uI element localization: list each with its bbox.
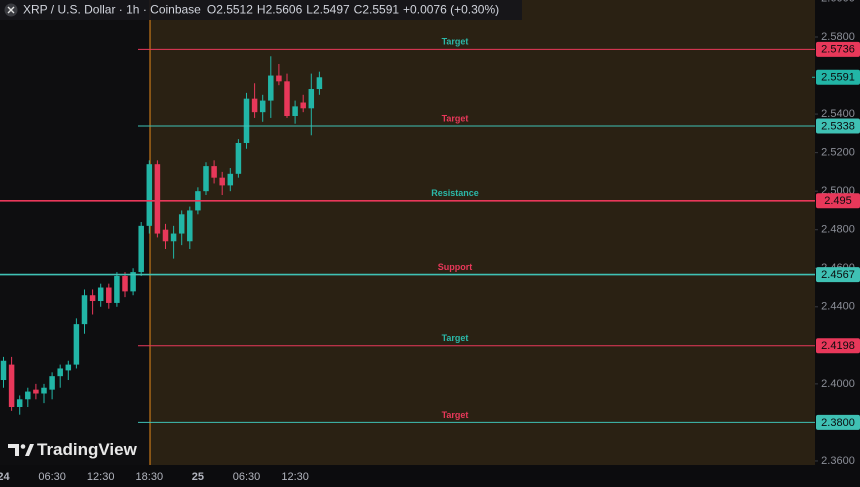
- candle-body: [146, 164, 153, 226]
- candle-body: [8, 364, 15, 407]
- close-icon-x: [7, 6, 15, 14]
- candle-body: [33, 389, 39, 394]
- candle-body: [122, 275, 128, 292]
- candle-body: [114, 275, 120, 303]
- open-label: O: [207, 3, 216, 17]
- candle-body: [89, 295, 96, 302]
- y-tick-label: 2.4000: [821, 378, 855, 390]
- candle-body: [16, 399, 23, 407]
- price-tag-label: 2.495: [824, 195, 852, 207]
- overlay: Target 2.5736 Target 2.5338 Resistance 2.495 S…: [0, 37, 860, 430]
- level-label: Target: [442, 37, 469, 47]
- candle-body: [154, 164, 161, 234]
- candle-body: [178, 214, 185, 234]
- candle-body: [170, 233, 177, 242]
- candle-body: [268, 75, 274, 101]
- last-price-label: 2.5591: [821, 72, 855, 84]
- y-tick-label: 2.4800: [821, 224, 855, 236]
- symbol-title: XRP / U.S. Dollar · 1h · Coinbase: [23, 3, 201, 17]
- level-label: Resistance: [431, 188, 479, 198]
- x-tick-label: 24: [0, 471, 10, 483]
- candle-body: [227, 173, 234, 186]
- y-tick-label: 2.5800: [821, 31, 855, 43]
- header-bar: [0, 0, 522, 20]
- low-label: L: [306, 3, 313, 17]
- high-value: 2.5606: [266, 3, 303, 17]
- y-tick-label: 2.3600: [821, 455, 855, 467]
- level-label: Target: [442, 410, 469, 420]
- level-label: Support: [438, 262, 473, 272]
- price-tag: [816, 193, 860, 209]
- candle-body: [106, 287, 112, 303]
- close-value: 2.5591: [362, 3, 399, 17]
- x-tick-label: 06:30: [38, 471, 66, 483]
- candle-body: [211, 166, 217, 178]
- x-tick-label: 25: [192, 471, 204, 483]
- y-tick-label: 2.6000: [821, 0, 855, 4]
- y-tick-label: 2.5400: [821, 108, 855, 120]
- candle-body: [316, 77, 323, 90]
- candle-body: [292, 106, 298, 117]
- candle-body: [49, 376, 55, 390]
- candle-body: [138, 225, 144, 273]
- candle-body: [203, 166, 209, 192]
- level-label: Target: [442, 333, 469, 343]
- price-tag: [816, 414, 860, 430]
- price-tag-label: 2.5736: [821, 44, 855, 56]
- candle-body: [57, 368, 63, 377]
- close-label: C: [354, 3, 363, 17]
- candle-body: [73, 324, 80, 365]
- price-tag: [816, 267, 860, 283]
- price-tag: [816, 338, 860, 354]
- candle-body: [0, 360, 7, 381]
- candle-body: [276, 75, 282, 82]
- x-tick-label: 12:30: [87, 471, 115, 483]
- candle-body: [219, 177, 225, 186]
- candle-body: [235, 142, 242, 174]
- y-tick-label: 2.4400: [821, 301, 855, 313]
- candle-body: [251, 98, 258, 113]
- candle-body: [130, 272, 136, 292]
- candle-body: [300, 102, 306, 109]
- candle-body: [65, 364, 72, 371]
- level-label: Target: [442, 113, 469, 123]
- candle-body: [259, 100, 266, 113]
- candle-body: [284, 81, 290, 117]
- high-label: H: [257, 3, 266, 17]
- price-tag-label: 2.5338: [821, 120, 855, 132]
- low-value: 2.5497: [313, 3, 350, 17]
- price-tag-label: 2.4567: [821, 269, 855, 281]
- time-axis: [0, 465, 815, 487]
- candle-body: [41, 387, 47, 394]
- watermark-logo: [8, 444, 34, 456]
- candle-body: [243, 98, 250, 143]
- price-tag: [816, 41, 860, 57]
- candle-body: [97, 287, 104, 302]
- watermark: TradingView: [37, 440, 138, 459]
- session-box: [150, 0, 815, 465]
- candle-body: [25, 391, 31, 400]
- open-value: 2.5512: [216, 3, 253, 17]
- header: XRP / U.S. Dollar · 1h · Coinbase O2.5512…: [23, 3, 499, 17]
- x-tick-label: 18:30: [136, 471, 164, 483]
- price-tag-label: 2.4198: [821, 340, 855, 352]
- price-tag: [816, 118, 860, 134]
- candle-body: [81, 295, 88, 325]
- candle-body: [308, 89, 315, 109]
- candle-body: [187, 210, 193, 242]
- x-tick-label: 12:30: [281, 471, 309, 483]
- x-tick-label: 06:30: [233, 471, 261, 483]
- y-tick-label: 2.5200: [821, 147, 855, 159]
- price-tag-label: 2.3800: [821, 417, 855, 429]
- candle-body: [162, 229, 169, 242]
- change: +0.0076 (+0.30%): [403, 3, 499, 17]
- last-price-tag: [816, 69, 860, 85]
